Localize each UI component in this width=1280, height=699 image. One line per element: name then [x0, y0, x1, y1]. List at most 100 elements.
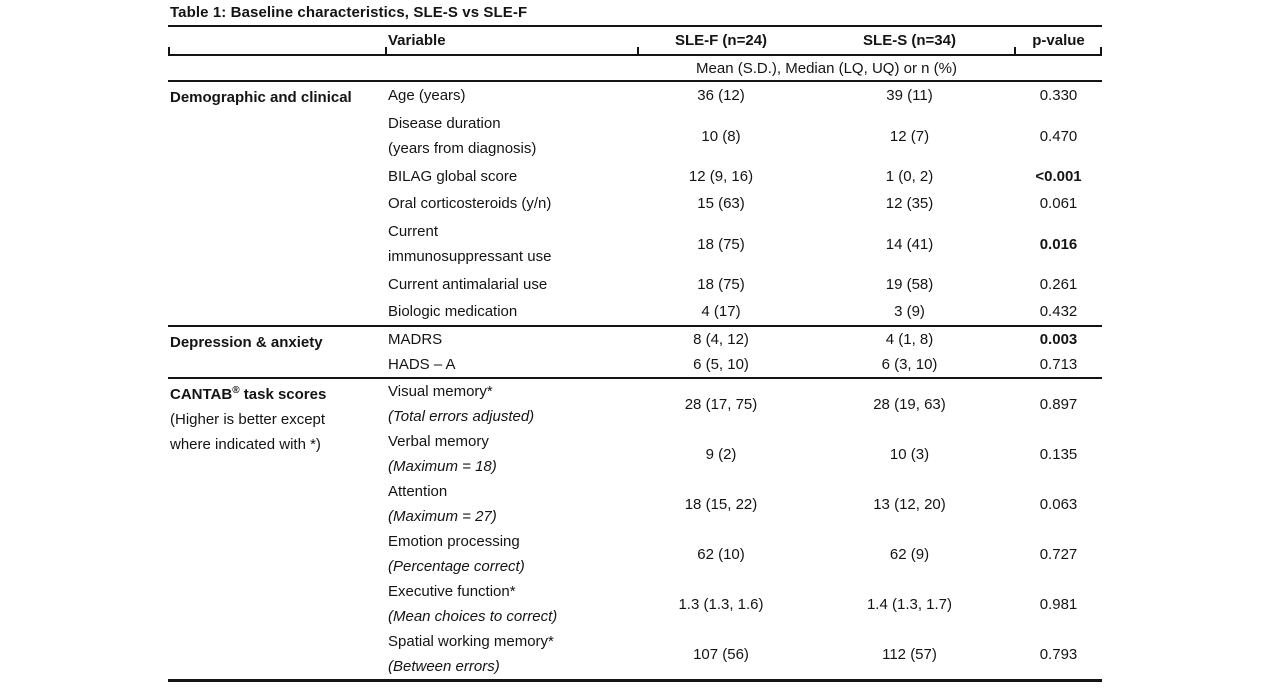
sle-s-value: 19 (58)	[885, 276, 934, 293]
variable-label: Biologic medication	[388, 303, 518, 320]
sle-f-value: 28 (17, 75)	[684, 395, 758, 413]
sle-s-value: 39 (11)	[886, 87, 933, 104]
variable-label: Emotion processing	[388, 533, 520, 550]
sle-f-value: 107 (56)	[693, 645, 749, 663]
header-sle-f: SLE-F (n=24)	[674, 32, 768, 49]
rule-tick	[1100, 47, 1102, 54]
sle-f-value: 15 (63)	[697, 195, 745, 212]
sle-f-value: 6 (5, 10)	[693, 356, 749, 373]
header-p-value: p-value	[1032, 32, 1085, 49]
sle-s-value: 6 (3, 10)	[881, 356, 938, 373]
p-value-cell: 0.016	[1039, 235, 1078, 253]
sle-f-value: 10 (8)	[701, 127, 741, 145]
p-value-cell: 0.135	[1039, 445, 1078, 463]
p-value-cell: 0.330	[1039, 87, 1078, 104]
sle-s-value: 3 (9)	[894, 303, 925, 320]
variable-label: Spatial working memory*	[388, 633, 554, 650]
group-note-line2: where indicated with *)	[170, 436, 321, 453]
variable-sublabel: (Total errors adjusted)	[388, 408, 535, 425]
p-value-cell: 0.470	[1039, 127, 1078, 145]
table-row: Emotion processing (Percentage correct) …	[386, 529, 1102, 579]
group-label: CANTAB® task scores	[170, 385, 327, 404]
sle-f-value: 18 (75)	[697, 235, 745, 253]
table-title: Table 1: Baseline characteristics, SLE-S…	[168, 2, 1102, 27]
group-note-line1: (Higher is better except	[170, 411, 326, 428]
sle-f-value: 12 (9, 16)	[688, 168, 754, 185]
table-row: Current antimalarial use 18 (75) 19 (58)…	[386, 271, 1102, 298]
sle-f-value: 36 (12)	[697, 87, 745, 104]
sle-f-value: 8 (4, 12)	[693, 331, 749, 348]
rule-tick	[385, 47, 387, 54]
rule-tick	[168, 47, 170, 54]
p-value-cell: 0.727	[1039, 545, 1078, 563]
sle-s-value: 13 (12, 20)	[873, 495, 946, 513]
table-row: Biologic medication 4 (17) 3 (9) 0.432	[386, 298, 1102, 325]
variable-label: Attention	[388, 483, 448, 500]
sle-s-value: 10 (3)	[889, 445, 930, 463]
table-row: BILAG global score 12 (9, 16) 1 (0, 2) <…	[386, 163, 1102, 190]
rule-tick	[637, 47, 639, 54]
sle-s-value: 112 (57)	[882, 645, 937, 663]
p-value-cell: 0.003	[1039, 331, 1078, 348]
sle-f-value: 1.3 (1.3, 1.6)	[678, 595, 764, 613]
table-row: Disease duration (years from diagnosis) …	[386, 109, 1102, 163]
sle-f-value: 62 (10)	[697, 545, 745, 563]
variable-sublabel: immunosuppressant use	[388, 248, 552, 265]
p-value-cell: 0.061	[1039, 195, 1078, 212]
sle-f-value: 4 (17)	[701, 303, 741, 320]
variable-label: BILAG global score	[388, 168, 518, 185]
sle-f-value: 9 (2)	[705, 445, 737, 463]
table-row: Executive function* (Mean choices to cor…	[386, 579, 1102, 629]
table-row: Age (years) 36 (12) 39 (11) 0.330	[386, 82, 1102, 109]
registered-trademark-symbol: ®	[232, 385, 240, 396]
sle-f-value: 18 (75)	[697, 276, 745, 293]
p-value-cell: <0.001	[1035, 168, 1082, 185]
variable-sublabel: (Maximum = 27)	[388, 508, 497, 525]
header-variable: Variable	[388, 32, 446, 49]
baseline-characteristics-table: Table 1: Baseline characteristics, SLE-S…	[168, 2, 1102, 682]
sle-f-value: 18 (15, 22)	[684, 495, 758, 513]
p-value-cell: 0.897	[1039, 395, 1078, 413]
sle-s-value: 12 (35)	[885, 195, 934, 212]
p-value-cell: 0.063	[1039, 495, 1078, 513]
variable-sublabel: (Mean choices to correct)	[388, 608, 558, 625]
rule-tick	[1014, 47, 1016, 54]
variable-sublabel: (Between errors)	[388, 658, 500, 675]
variable-label: Current	[388, 223, 439, 240]
table-row: MADRS 8 (4, 12) 4 (1, 8) 0.003	[386, 327, 1102, 352]
table-row: Oral corticosteroids (y/n) 15 (63) 12 (3…	[386, 190, 1102, 217]
section-demographic-clinical: Demographic and clinical Age (years) 36 …	[168, 82, 1102, 325]
variable-label: Verbal memory	[388, 433, 489, 450]
subheader-statistics-note: Mean (S.D.), Median (LQ, UQ) or n (%)	[696, 59, 957, 77]
section-cantab-task-scores: CANTAB® task scores (Higher is better ex…	[168, 377, 1102, 679]
variable-sublabel: (Maximum = 18)	[388, 458, 497, 475]
sle-s-value: 1 (0, 2)	[885, 168, 934, 185]
table-row: Current immunosuppressant use 18 (75) 14…	[386, 217, 1102, 271]
group-label: Depression & anxiety	[170, 334, 323, 351]
table-subheader-row: Mean (S.D.), Median (LQ, UQ) or n (%)	[168, 56, 1102, 82]
variable-label: MADRS	[388, 331, 443, 348]
table-row: Visual memory* (Total errors adjusted) 2…	[386, 379, 1102, 429]
table-header-row: Variable SLE-F (n=24) SLE-S (n=34) p-val…	[168, 27, 1102, 56]
table-row: Verbal memory (Maximum = 18) 9 (2) 10 (3…	[386, 429, 1102, 479]
sle-s-value: 62 (9)	[889, 545, 930, 563]
sle-s-value: 14 (41)	[885, 235, 934, 253]
variable-label: HADS – A	[388, 356, 456, 373]
variable-sublabel: (years from diagnosis)	[388, 140, 537, 157]
p-value-cell: 0.261	[1039, 276, 1078, 293]
table-bottom-rule	[168, 679, 1102, 682]
group-label: Demographic and clinical	[170, 89, 352, 106]
variable-label: Oral corticosteroids (y/n)	[388, 195, 552, 212]
sle-s-value: 4 (1, 8)	[885, 331, 934, 348]
table-row: HADS – A 6 (5, 10) 6 (3, 10) 0.713	[386, 352, 1102, 377]
variable-label: Executive function*	[388, 583, 516, 600]
p-value-cell: 0.793	[1039, 645, 1078, 663]
p-value-cell: 0.713	[1039, 356, 1078, 373]
variable-label: Age (years)	[388, 87, 466, 104]
sle-s-value: 1.4 (1.3, 1.7)	[866, 595, 953, 613]
section-depression-anxiety: Depression & anxiety MADRS 8 (4, 12) 4 (…	[168, 325, 1102, 377]
sle-s-value: 12 (7)	[889, 127, 930, 145]
header-sle-s: SLE-S (n=34)	[863, 32, 956, 49]
table-row: Attention (Maximum = 27) 18 (15, 22) 13 …	[386, 479, 1102, 529]
